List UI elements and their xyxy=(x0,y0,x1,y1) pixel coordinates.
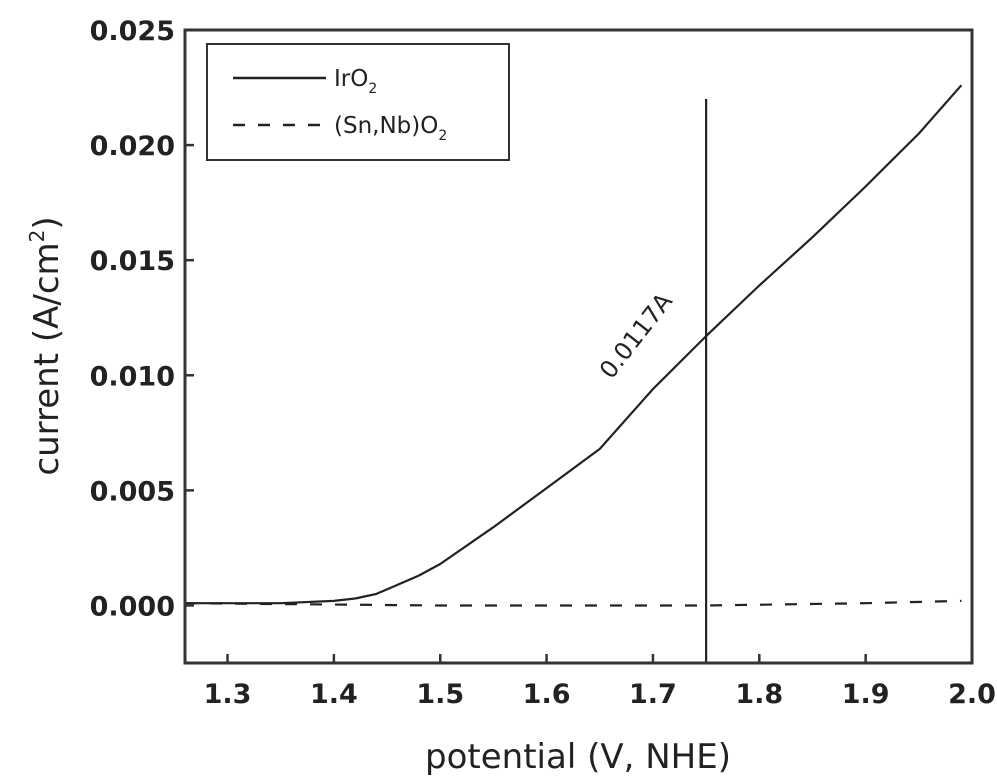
y-tick-label: 0.000 xyxy=(90,591,175,622)
y-tick-label: 0.015 xyxy=(90,246,175,277)
x-tick-label: 1.9 xyxy=(842,679,890,710)
y-tick-label: 0.010 xyxy=(90,361,175,392)
y-tick-label: 0.025 xyxy=(90,16,175,47)
x-tick-label: 1.6 xyxy=(523,679,571,710)
x-tick-label: 1.4 xyxy=(310,679,358,710)
legend-box xyxy=(207,44,509,160)
legend: IrO2 (Sn,Nb)O2 xyxy=(207,44,509,160)
x-tick-label: 1.3 xyxy=(204,679,252,710)
y-tick-label: 0.005 xyxy=(90,476,175,507)
x-tick-label: 1.5 xyxy=(416,679,464,710)
x-tick-label: 1.7 xyxy=(629,679,677,710)
y-tick-label: 0.020 xyxy=(90,131,175,162)
x-tick-label: 1.8 xyxy=(735,679,783,710)
x-axis-title: potential (V, NHE) xyxy=(425,737,731,777)
x-tick-label: 2.0 xyxy=(948,679,996,710)
y-axis-title: current (A/cm2) xyxy=(25,216,67,475)
